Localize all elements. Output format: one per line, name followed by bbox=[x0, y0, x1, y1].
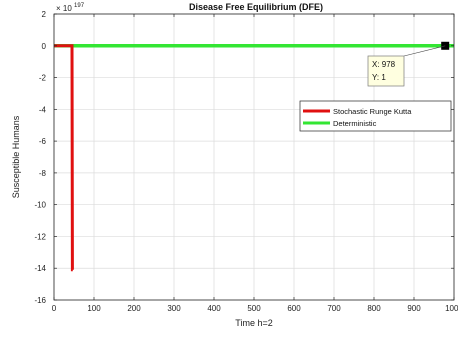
y-axis-label: Susceptible Humans bbox=[11, 115, 21, 198]
y-tick-label: 2 bbox=[42, 10, 47, 19]
x-tick-label: 1000 bbox=[445, 304, 458, 313]
ticks: 0 100 200 300 400 500 600 700 800 900 1000 2 0 -2 -4 -6… bbox=[34, 10, 458, 313]
x-tick-label: 300 bbox=[167, 304, 181, 313]
x-axis-label: Time h=2 bbox=[235, 318, 272, 328]
x-tick-label: 0 bbox=[52, 304, 57, 313]
x-tick-label: 900 bbox=[407, 304, 421, 313]
x-tick-label: 400 bbox=[207, 304, 221, 313]
legend-label: Stochastic Runge Kutta bbox=[333, 107, 412, 116]
y-tick-label: -4 bbox=[39, 105, 47, 114]
series-stochastic-line bbox=[54, 44, 74, 272]
y-tick-label: 0 bbox=[42, 42, 47, 51]
y-tick-label: -8 bbox=[39, 169, 47, 178]
data-tip-pointer bbox=[403, 45, 446, 57]
y-tick-label: -6 bbox=[39, 137, 47, 146]
chart-title: Disease Free Equilibrium (DFE) bbox=[189, 2, 323, 12]
y-tick-label: -2 bbox=[39, 74, 47, 83]
x-tick-label: 800 bbox=[367, 304, 381, 313]
y-tick-label: -14 bbox=[34, 264, 46, 273]
x-tick-label: 700 bbox=[327, 304, 341, 313]
data-tip-y: Y: 1 bbox=[372, 73, 386, 82]
data-tip[interactable]: X: 978 Y: 1 bbox=[367, 41, 450, 87]
legend-label: Deterministic bbox=[333, 119, 377, 128]
y-axis-exponent-base: × 10 bbox=[56, 4, 72, 13]
x-tick-label: 500 bbox=[247, 304, 261, 313]
y-axis-exponent: × 10 197 bbox=[56, 3, 85, 13]
y-tick-label: -12 bbox=[34, 232, 46, 241]
y-tick-label: -16 bbox=[34, 296, 46, 305]
x-tick-label: 600 bbox=[287, 304, 301, 313]
x-tick-label: 200 bbox=[127, 304, 141, 313]
data-tip-box bbox=[367, 55, 405, 87]
x-tick-label: 100 bbox=[87, 304, 101, 313]
series bbox=[54, 44, 454, 272]
y-axis-exponent-power: 197 bbox=[74, 3, 85, 9]
data-tip-x: X: 978 bbox=[372, 60, 396, 69]
y-tick-label: -10 bbox=[34, 201, 46, 210]
legend-box bbox=[299, 100, 452, 132]
legend: Stochastic Runge Kutta Deterministic bbox=[299, 100, 452, 132]
